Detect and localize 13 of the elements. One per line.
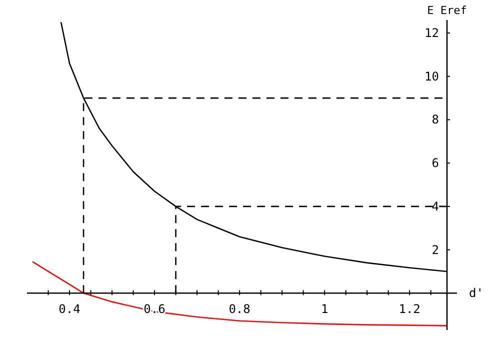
y-tick-label: 6 (432, 156, 439, 170)
x-tick-label: 1 (320, 302, 328, 316)
y-tick-label: 12 (424, 26, 439, 40)
y-tick-label: 8 (432, 112, 439, 127)
x-tick-label: 1.2 (398, 302, 420, 316)
y-tick-label: 2 (432, 242, 439, 257)
y-tick-label: 10 (424, 69, 439, 84)
x-axis-title: d' (469, 286, 484, 300)
line-series (32, 261, 448, 326)
y-tick-label: 4 (432, 199, 439, 214)
x-tick-label: 0.8 (228, 302, 250, 316)
x-tick-label: 0.4 (58, 302, 80, 316)
y-axis-title: E Eref (427, 4, 467, 17)
